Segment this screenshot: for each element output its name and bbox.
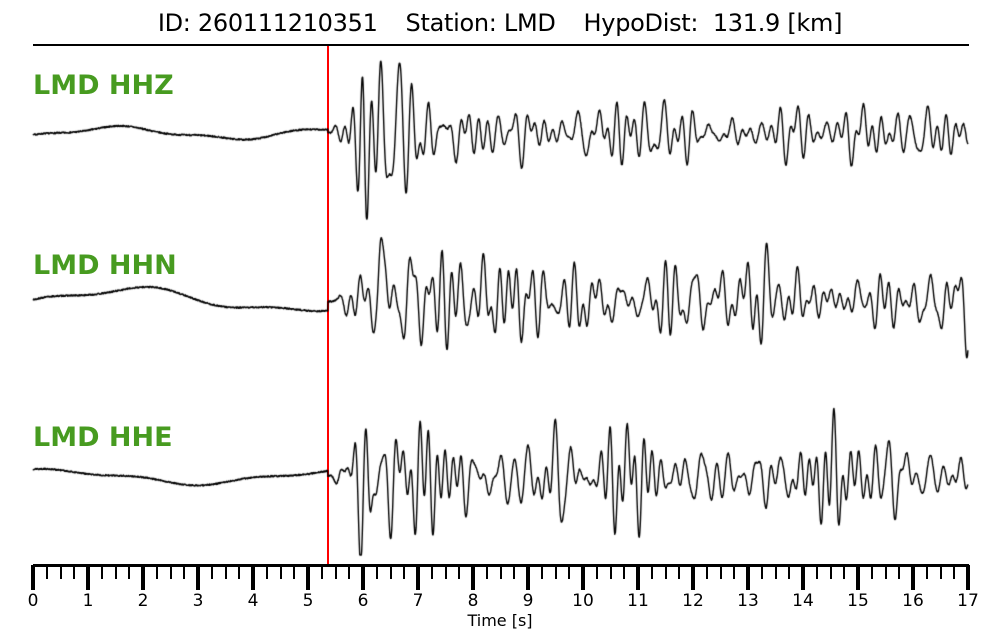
minor-tick — [430, 565, 433, 579]
minor-tick — [664, 565, 667, 579]
tick-label: 17 — [957, 591, 979, 611]
major-tick — [966, 565, 970, 590]
time-axis-label: Time [s] — [467, 611, 533, 630]
tick-label: 6 — [357, 591, 369, 611]
tick-label: 3 — [192, 591, 204, 611]
minor-tick — [169, 565, 172, 579]
tick-label: 7 — [412, 591, 424, 611]
minor-tick — [513, 565, 516, 579]
tick-label: 13 — [737, 591, 759, 611]
major-tick — [416, 565, 420, 590]
minor-tick — [224, 565, 227, 579]
tick-label: 16 — [902, 591, 924, 611]
minor-tick — [210, 565, 213, 579]
minor-tick — [953, 565, 956, 579]
minor-tick — [458, 565, 461, 579]
minor-tick — [898, 565, 901, 579]
major-tick — [196, 565, 200, 590]
major-tick — [471, 565, 475, 590]
major-tick — [636, 565, 640, 590]
minor-tick — [733, 565, 736, 579]
tick-label: 4 — [247, 591, 259, 611]
minor-tick — [183, 565, 186, 579]
tick-label: 5 — [302, 591, 314, 611]
major-tick — [251, 565, 255, 590]
minor-tick — [540, 565, 543, 579]
minor-tick — [568, 565, 571, 579]
minor-tick — [375, 565, 378, 579]
minor-tick — [774, 565, 777, 579]
minor-tick — [238, 565, 241, 579]
trace-label-hhe: LMD HHE — [33, 422, 173, 453]
minor-tick — [760, 565, 763, 579]
minor-tick — [939, 565, 942, 579]
minor-tick — [554, 565, 557, 579]
minor-tick — [884, 565, 887, 579]
minor-tick — [788, 565, 791, 579]
tick-label: 0 — [27, 591, 39, 611]
minor-tick — [279, 565, 282, 579]
trace-label-hhz: LMD HHZ — [33, 70, 174, 101]
major-tick — [361, 565, 365, 590]
major-tick — [31, 565, 35, 590]
trace-label-hhn: LMD HHN — [33, 250, 177, 281]
minor-tick — [719, 565, 722, 579]
minor-tick — [403, 565, 406, 579]
minor-tick — [623, 565, 626, 579]
tick-label: 8 — [467, 591, 479, 611]
minor-tick — [829, 565, 832, 579]
major-tick — [911, 565, 915, 590]
minor-tick — [650, 565, 653, 579]
major-tick — [581, 565, 585, 590]
major-tick — [526, 565, 530, 590]
minor-tick — [815, 565, 818, 579]
minor-tick — [155, 565, 158, 579]
minor-tick — [678, 565, 681, 579]
tick-label: 10 — [572, 591, 594, 611]
major-tick — [86, 565, 90, 590]
minor-tick — [293, 565, 296, 579]
tick-label: 1 — [82, 591, 94, 611]
minor-tick — [100, 565, 103, 579]
minor-tick — [320, 565, 323, 579]
major-tick — [141, 565, 145, 590]
minor-tick — [128, 565, 131, 579]
major-tick — [746, 565, 750, 590]
minor-tick — [334, 565, 337, 579]
tick-label: 12 — [682, 591, 704, 611]
minor-tick — [265, 565, 268, 579]
minor-tick — [114, 565, 117, 579]
minor-tick — [73, 565, 76, 579]
minor-tick — [705, 565, 708, 579]
minor-tick — [925, 565, 928, 579]
minor-tick — [609, 565, 612, 579]
major-tick — [801, 565, 805, 590]
tick-label: 11 — [627, 591, 649, 611]
minor-tick — [444, 565, 447, 579]
tick-label: 2 — [137, 591, 149, 611]
tick-label: 14 — [792, 591, 814, 611]
major-tick — [691, 565, 695, 590]
major-tick — [306, 565, 310, 590]
minor-tick — [485, 565, 488, 579]
minor-tick — [348, 565, 351, 579]
tick-label: 15 — [847, 591, 869, 611]
minor-tick — [389, 565, 392, 579]
minor-tick — [499, 565, 502, 579]
minor-tick — [595, 565, 598, 579]
minor-tick — [870, 565, 873, 579]
minor-tick — [59, 565, 62, 579]
tick-label: 9 — [522, 591, 534, 611]
major-tick — [856, 565, 860, 590]
minor-tick — [45, 565, 48, 579]
minor-tick — [843, 565, 846, 579]
